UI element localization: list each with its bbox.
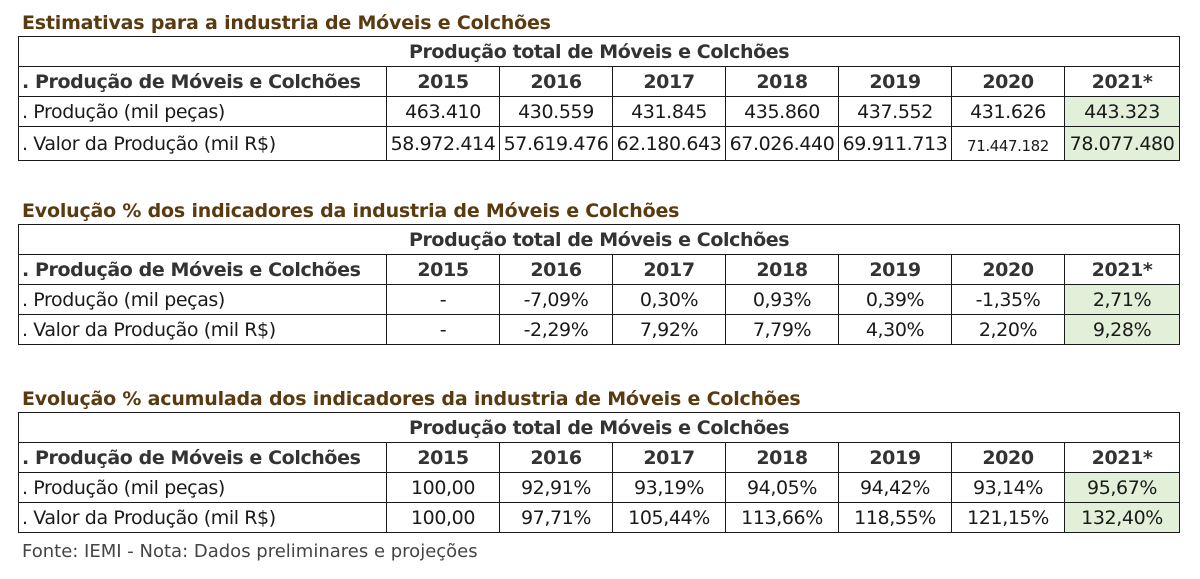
table-row: . Produção (mil peças) 463.410 430.559 4…	[18, 96, 1181, 127]
year-header: 2019	[838, 254, 952, 285]
year-header: 2021*	[1063, 66, 1181, 97]
table-cell: 94,42%	[838, 472, 952, 503]
year-header: 2020	[951, 442, 1065, 473]
table-row: . Valor da Produção (mil R$) 58.972.414 …	[18, 126, 1181, 161]
row-label: . Valor da Produção (mil R$)	[18, 502, 387, 533]
year-header: 2018	[725, 442, 839, 473]
section-title: Estimativas para a industria de Móveis e…	[22, 12, 551, 34]
year-header: 2017	[612, 66, 726, 97]
table-cell: -	[386, 284, 500, 315]
row-label: . Produção (mil peças)	[18, 472, 387, 503]
section-title: Evolução % dos indicadores da industria …	[22, 200, 680, 222]
group-header: Produção total de Móveis e Colchões	[17, 412, 1181, 443]
group-header-row: Produção total de Móveis e Colchões	[17, 36, 1181, 67]
highlight-cell: 9,28%	[1063, 314, 1181, 345]
highlight-cell: 2,71%	[1063, 284, 1181, 315]
section-title: Evolução % acumulada dos indicadores da …	[22, 388, 801, 410]
data-table: Produção total de Móveis e Colchões . Pr…	[17, 412, 1181, 533]
table-cell: 92,91%	[499, 472, 613, 503]
table-cell: 62.180.643	[612, 126, 726, 161]
header-row: . Produção de Móveis e Colchões 2015 201…	[18, 442, 1181, 473]
data-table: Produção total de Móveis e Colchões . Pr…	[17, 36, 1181, 161]
year-header: 2021*	[1063, 254, 1181, 285]
table-cell: 431.626	[951, 96, 1065, 127]
table-row: . Produção (mil peças) - -7,09% 0,30% 0,…	[18, 284, 1181, 315]
row-label: . Produção (mil peças)	[18, 284, 387, 315]
source-note: Fonte: IEMI - Nota: Dados preliminares e…	[22, 541, 478, 562]
table-cell: 71.447.182	[951, 126, 1065, 161]
year-header: 2019	[838, 442, 952, 473]
year-header: 2018	[725, 66, 839, 97]
row-label: . Produção (mil peças)	[18, 96, 387, 127]
table-cell: 97,71%	[499, 502, 613, 533]
table-cell: 67.026.440	[725, 126, 839, 161]
table-row: . Produção (mil peças) 100,00 92,91% 93,…	[18, 472, 1181, 503]
year-header: 2019	[838, 66, 952, 97]
row-label: . Valor da Produção (mil R$)	[18, 314, 387, 345]
table-cell: -2,29%	[499, 314, 613, 345]
highlight-cell: 132,40%	[1063, 502, 1181, 533]
table-cell: 58.972.414	[386, 126, 500, 161]
table-cell: 437.552	[838, 96, 952, 127]
table-cell: 431.845	[612, 96, 726, 127]
row-header-label: . Produção de Móveis e Colchões	[18, 442, 387, 473]
table-cell: 463.410	[386, 96, 500, 127]
year-header: 2020	[951, 66, 1065, 97]
group-header-row: Produção total de Móveis e Colchões	[17, 412, 1181, 443]
table-cell: 0,93%	[725, 284, 839, 315]
table-cell: 93,14%	[951, 472, 1065, 503]
highlight-cell: 95,67%	[1063, 472, 1181, 503]
year-header: 2017	[612, 442, 726, 473]
table-cell: 100,00	[386, 472, 500, 503]
year-header: 2016	[499, 442, 613, 473]
data-table: Produção total de Móveis e Colchões . Pr…	[17, 224, 1181, 345]
table-cell: 94,05%	[725, 472, 839, 503]
table-cell: 430.559	[499, 96, 613, 127]
table-row: . Valor da Produção (mil R$) 100,00 97,7…	[18, 502, 1181, 533]
row-header-label: . Produção de Móveis e Colchões	[18, 254, 387, 285]
table-cell: 0,39%	[838, 284, 952, 315]
group-header-row: Produção total de Móveis e Colchões	[17, 224, 1181, 255]
group-header: Produção total de Móveis e Colchões	[17, 36, 1181, 67]
year-header: 2015	[386, 442, 500, 473]
table-cell: 118,55%	[838, 502, 952, 533]
table-cell: 0,30%	[612, 284, 726, 315]
table-cell: 113,66%	[725, 502, 839, 533]
row-label: . Valor da Produção (mil R$)	[18, 126, 387, 161]
header-row: . Produção de Móveis e Colchões 2015 201…	[18, 254, 1181, 285]
table-cell: 7,79%	[725, 314, 839, 345]
year-header: 2021*	[1063, 442, 1181, 473]
year-header: 2016	[499, 254, 613, 285]
row-header-label: . Produção de Móveis e Colchões	[18, 66, 387, 97]
table-cell: 100,00	[386, 502, 500, 533]
table-cell: 121,15%	[951, 502, 1065, 533]
year-header: 2015	[386, 66, 500, 97]
table-cell: 105,44%	[612, 502, 726, 533]
year-header: 2017	[612, 254, 726, 285]
table-cell: 69.911.713	[838, 126, 952, 161]
year-header: 2016	[499, 66, 613, 97]
header-row: . Produção de Móveis e Colchões 2015 201…	[18, 66, 1181, 97]
table-cell: -1,35%	[951, 284, 1065, 315]
table-cell: 93,19%	[612, 472, 726, 503]
year-header: 2020	[951, 254, 1065, 285]
highlight-cell: 78.077.480	[1063, 126, 1181, 161]
table-cell: 435.860	[725, 96, 839, 127]
group-header: Produção total de Móveis e Colchões	[17, 224, 1181, 255]
table-cell: 2,20%	[951, 314, 1065, 345]
table-cell: 7,92%	[612, 314, 726, 345]
table-cell: 57.619.476	[499, 126, 613, 161]
table-cell: -7,09%	[499, 284, 613, 315]
table-cell: -	[386, 314, 500, 345]
table-row: . Valor da Produção (mil R$) - -2,29% 7,…	[18, 314, 1181, 345]
year-header: 2018	[725, 254, 839, 285]
table-cell: 4,30%	[838, 314, 952, 345]
highlight-cell: 443.323	[1063, 96, 1181, 127]
year-header: 2015	[386, 254, 500, 285]
